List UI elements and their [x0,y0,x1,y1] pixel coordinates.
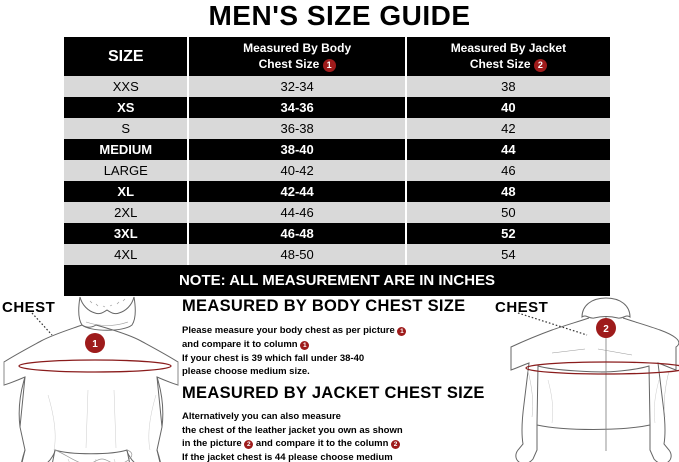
svg-text:2: 2 [603,324,609,335]
svg-text:1: 1 [92,339,98,350]
